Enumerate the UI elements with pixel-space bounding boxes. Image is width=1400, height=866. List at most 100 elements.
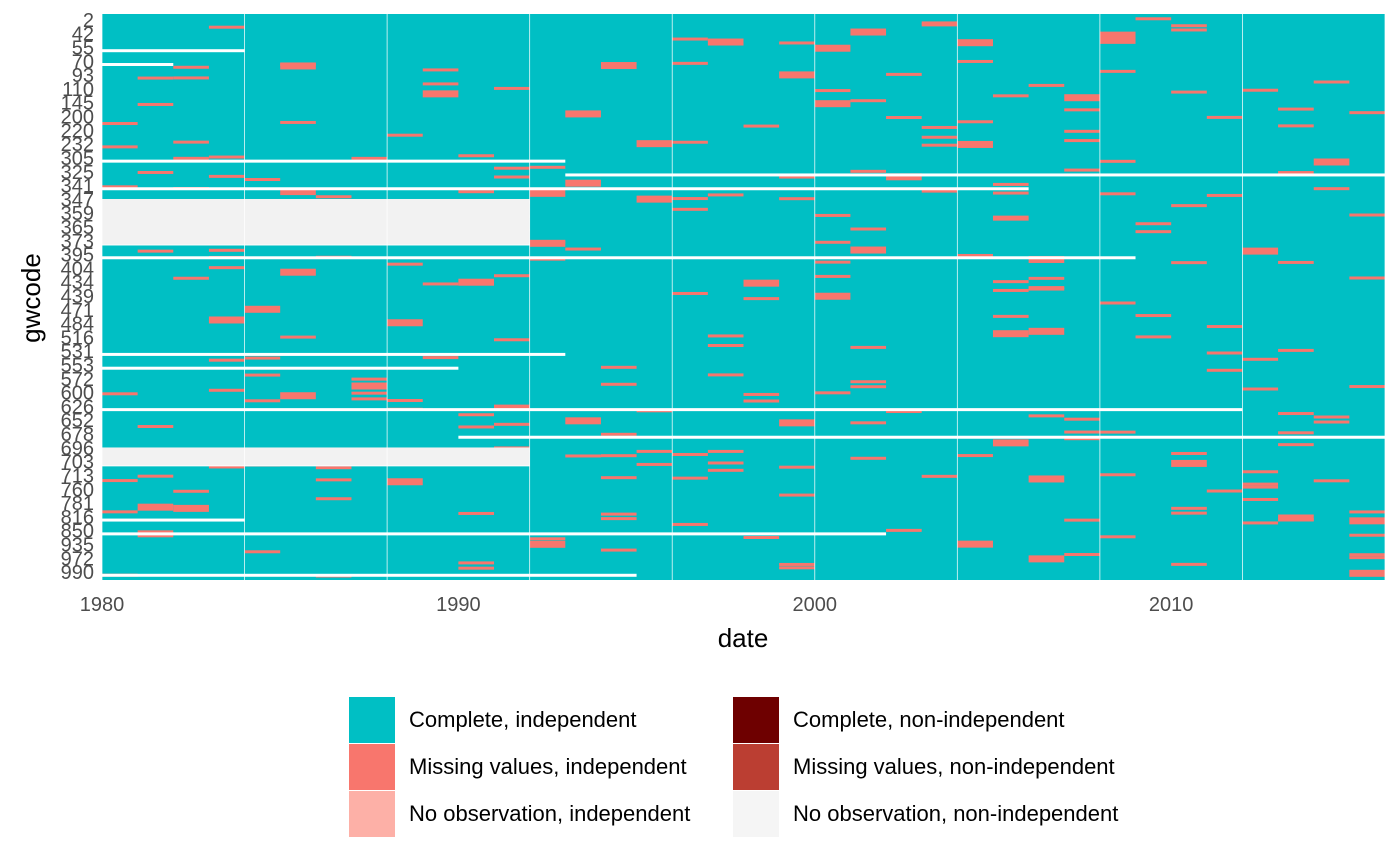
cell-missing [1064,417,1100,421]
legend-item: Complete, independent [349,697,637,743]
cell-missing [1064,108,1100,112]
cell-missing [280,335,316,339]
cell-missing [743,392,780,396]
cell-missing [779,566,815,570]
cell-missing [992,314,1029,318]
cell-missing [280,188,316,196]
cell-missing [1099,69,1136,73]
cell-missing [1278,514,1314,522]
cell-missing [387,262,423,266]
cell-missing [779,562,815,566]
legend-item: No observation, non-independent [733,791,1118,837]
cell-missing [636,140,673,148]
y-tick-label: 404 [61,258,94,280]
cell-missing [458,278,495,286]
cell-missing [957,59,993,63]
cell-missing [743,399,780,403]
cell-missing [992,439,1029,447]
cell-missing [137,170,174,174]
cell-missing [1242,485,1279,489]
cell-missing [1099,473,1136,477]
cell-missing [1135,314,1172,318]
cell-missing [351,156,388,160]
cell-missing [1278,431,1314,435]
cell-missing [565,179,601,187]
cell-missing [173,76,209,80]
cell-missing [137,425,174,429]
y-tick-label: 305 [61,148,94,170]
y-tick-label: 471 [61,300,94,322]
cell-missing [992,94,1029,98]
y-tick-label: 553 [61,355,94,377]
cell-missing [1349,510,1385,514]
cell-missing [707,373,744,377]
cell-missing [1206,115,1243,119]
cell-missing [1099,192,1136,196]
legend-item: Missing values, independent [349,744,687,790]
legend-label: No observation, independent [409,801,691,826]
cell-missing [672,197,708,201]
cell-missing [1278,171,1314,175]
cell-missing [1242,482,1279,486]
cell-missing [850,345,887,349]
legend-swatch [733,744,779,790]
cell-missing [814,240,851,244]
cell-missing [1064,168,1100,172]
cell-missing [992,215,1029,219]
cell-missing [315,195,352,199]
y-tick-label: 696 [61,438,94,460]
cell-missing [600,517,637,521]
y-tick-label: 600 [61,383,94,405]
cell-missing [1171,451,1207,455]
cell-missing [422,282,459,286]
cell-missing [814,260,851,264]
y-tick-label: 760 [61,479,94,501]
cell-missing [1171,506,1207,510]
cell-missing [1064,553,1100,557]
legend-swatch [349,744,395,790]
cell-missing [1313,415,1350,419]
cell-missing [1349,569,1385,577]
cell-missing [208,155,245,159]
cell-missing [458,561,495,565]
cell-missing [1349,213,1385,217]
cell-missing [672,61,708,65]
cell-missing [886,410,922,414]
cell-missing [102,185,138,189]
cell-missing [957,39,993,47]
cell-missing [280,120,316,124]
cell-missing [422,90,459,98]
y-tick-label: 713 [61,465,94,487]
cell-missing [208,248,245,252]
cell-missing [1028,475,1065,483]
cell-missing [707,334,744,338]
cell-missing [1349,553,1385,557]
cell-missing [672,37,708,41]
cell-missing [707,468,744,472]
y-tick-label: 626 [61,396,94,418]
cell-missing [244,178,281,182]
cell-missing [921,21,958,25]
y-axis-title: gwcode [16,253,46,343]
cell-missing [1171,90,1207,94]
cell-missing [672,140,708,144]
cell-missing [529,189,566,197]
cell-missing [1313,187,1350,191]
cell-missing [1349,556,1385,560]
cell-missing [137,474,174,478]
cell-missing [743,536,780,540]
cell-missing [814,274,851,278]
cell-missing [208,388,245,392]
cell-missing [992,288,1029,292]
cell-no-observation [102,518,245,522]
cell-missing [850,246,887,254]
y-tick-label: 200 [61,107,94,129]
cell-missing [494,406,530,410]
y-tick-label: 145 [61,93,94,115]
cell-missing [814,89,851,93]
cell-missing [1171,261,1207,265]
cell-missing [779,41,815,45]
y-tick-label: 42 [72,24,94,46]
cell-missing [957,140,993,148]
y-tick-label: 972 [61,548,94,570]
